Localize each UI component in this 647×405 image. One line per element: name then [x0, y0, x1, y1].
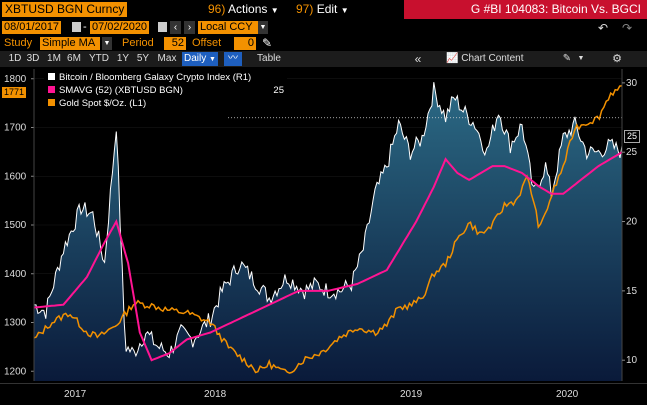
legend-item-gold: Gold Spot $/Oz. (L1): [48, 97, 146, 110]
title-bar: XBTUSD BGN Curncy 96) Actions ▼ 97) Edit…: [0, 0, 647, 19]
edit-label: Edit: [316, 2, 338, 16]
calendar-icon[interactable]: [72, 22, 81, 32]
x-axis-line: [0, 383, 647, 384]
actions-menu[interactable]: 96) Actions ▼: [208, 2, 279, 17]
previous-arrow-icon[interactable]: ‹: [170, 21, 181, 34]
tab-1d[interactable]: 1D: [8, 53, 22, 64]
bitcoin-ratio-line: [34, 82, 623, 359]
study-bar: Study Simple MA ▼ Period 52 Offset 0 ✎: [0, 36, 647, 51]
legend-label: Bitcoin / Bloomberg Galaxy Crypto Index …: [59, 72, 252, 83]
ticker-field[interactable]: XBTUSD BGN Curncy: [2, 2, 128, 17]
chevron-down-icon[interactable]: ▼: [102, 37, 112, 50]
offset-label: Offset: [192, 37, 222, 49]
collapse-icon[interactable]: «: [414, 52, 422, 66]
page-title: G #BI 104083: Bitcoin Vs. BGCI: [404, 0, 647, 19]
legend-item-sma: SMAVG (52) (XBTUSD BGN) 25: [48, 84, 284, 97]
period-field[interactable]: 52: [164, 37, 186, 50]
y-right-tick: 25: [626, 147, 638, 158]
left-axis: 1200 1300 1400 1500 1600 1700 1800: [4, 69, 623, 381]
period-label: Period: [122, 37, 154, 49]
date-range-bar: 08/01/2017 - 07/02/2020 ‹ › Local CCY ▼ …: [0, 19, 647, 36]
y-left-tick: 1600: [4, 171, 27, 182]
actions-label: Actions: [228, 2, 268, 16]
tab-1m[interactable]: 1M: [47, 53, 61, 64]
tab-1y[interactable]: 1Y: [116, 53, 130, 64]
y-right-tick: 30: [626, 78, 638, 89]
ratio-value-tag: 25: [624, 130, 641, 143]
undo-icon[interactable]: ↶: [598, 21, 609, 35]
study-dropdown[interactable]: Simple MA: [40, 37, 100, 50]
frequency-value: Daily: [184, 53, 207, 64]
edit-number: 97): [296, 2, 314, 16]
sma-line: [33, 151, 623, 362]
gear-icon[interactable]: ⚙: [612, 53, 622, 65]
tab-5y[interactable]: 5Y: [136, 53, 150, 64]
actions-number: 96): [208, 2, 226, 16]
tab-max[interactable]: Max: [157, 53, 177, 64]
legend-swatch: [48, 73, 55, 80]
chevron-down-icon[interactable]: ▼: [577, 55, 585, 62]
legend-label: Gold Spot $/Oz. (L1): [59, 98, 147, 109]
x-label: 2019: [400, 389, 423, 400]
frequency-dropdown[interactable]: Daily ▼: [182, 52, 218, 66]
bitcoin-ratio-area: [34, 82, 622, 381]
next-arrow-icon[interactable]: ›: [184, 21, 195, 34]
table-button[interactable]: Table: [257, 53, 281, 64]
chart-content-label: Chart Content: [461, 53, 524, 64]
x-label: 2018: [204, 389, 227, 400]
start-date-field[interactable]: 08/01/2017: [2, 21, 62, 34]
chevron-down-icon: ▼: [270, 6, 279, 15]
timeframe-bar: 1D 3D 1M 6M YTD 1Y 5Y Max Daily ▼ 〰 Tabl…: [0, 51, 647, 67]
edit-menu[interactable]: 97) Edit ▼: [296, 2, 349, 17]
chart-legend[interactable]: Bitcoin / Bloomberg Galaxy Crypto Index …: [44, 69, 287, 111]
gold-value-tag: 1771: [2, 87, 27, 98]
x-label: 2017: [64, 389, 87, 400]
tab-3d[interactable]: 3D: [26, 53, 40, 64]
y-left-tick: 1300: [4, 318, 27, 329]
gold-line: [33, 85, 623, 374]
chevron-down-icon[interactable]: ▼: [258, 21, 268, 34]
y-left-tick: 1800: [4, 74, 27, 85]
line-chart-icon[interactable]: 〰: [224, 52, 242, 66]
legend-item-bitcoin: Bitcoin / Bloomberg Galaxy Crypto Index …: [48, 71, 251, 84]
currency-dropdown[interactable]: Local CCY: [198, 21, 258, 34]
tab-6m[interactable]: 6M: [67, 53, 81, 64]
y-left-tick: 1200: [4, 366, 27, 377]
study-value: Simple MA: [42, 37, 96, 49]
end-date-field[interactable]: 07/02/2020: [90, 21, 150, 34]
currency-value: Local CCY: [200, 21, 253, 33]
y-right-tick: 20: [626, 217, 638, 228]
pencil-icon[interactable]: ✎: [262, 36, 273, 50]
range-separator: -: [83, 21, 87, 33]
y-right-tick: 10: [626, 355, 638, 366]
price-chart: 1200 1300 1400 1500 1600 1700 1800 10 15 20 25 30: [0, 67, 647, 383]
legend-label: SMAVG (52) (XBTUSD BGN): [59, 85, 183, 96]
y-left-tick: 1500: [4, 220, 27, 231]
x-axis: 2017 2018 2019 2020: [0, 383, 647, 405]
legend-swatch: [48, 86, 55, 93]
edit-chart-icon[interactable]: ✎: [562, 53, 572, 64]
legend-swatch: [48, 99, 55, 106]
offset-field[interactable]: 0: [234, 37, 256, 50]
y-left-tick: 1700: [4, 123, 27, 134]
chart-content-button[interactable]: 📈 Chart Content: [446, 52, 546, 66]
y-right-tick: 15: [626, 286, 638, 297]
right-axis: 10 15 20 25 30: [622, 78, 638, 366]
tab-ytd[interactable]: YTD: [89, 53, 109, 64]
calendar-icon[interactable]: [158, 22, 167, 32]
chevron-down-icon: ▼: [340, 6, 349, 15]
chevron-down-icon: ▼: [209, 56, 216, 63]
chart-content-icon: 📈: [446, 53, 459, 64]
study-label: Study: [4, 37, 33, 49]
y-left-tick: 1400: [4, 269, 27, 280]
legend-value: 25: [273, 85, 284, 96]
redo-icon[interactable]: ↷: [622, 21, 633, 35]
x-label: 2020: [556, 389, 579, 400]
